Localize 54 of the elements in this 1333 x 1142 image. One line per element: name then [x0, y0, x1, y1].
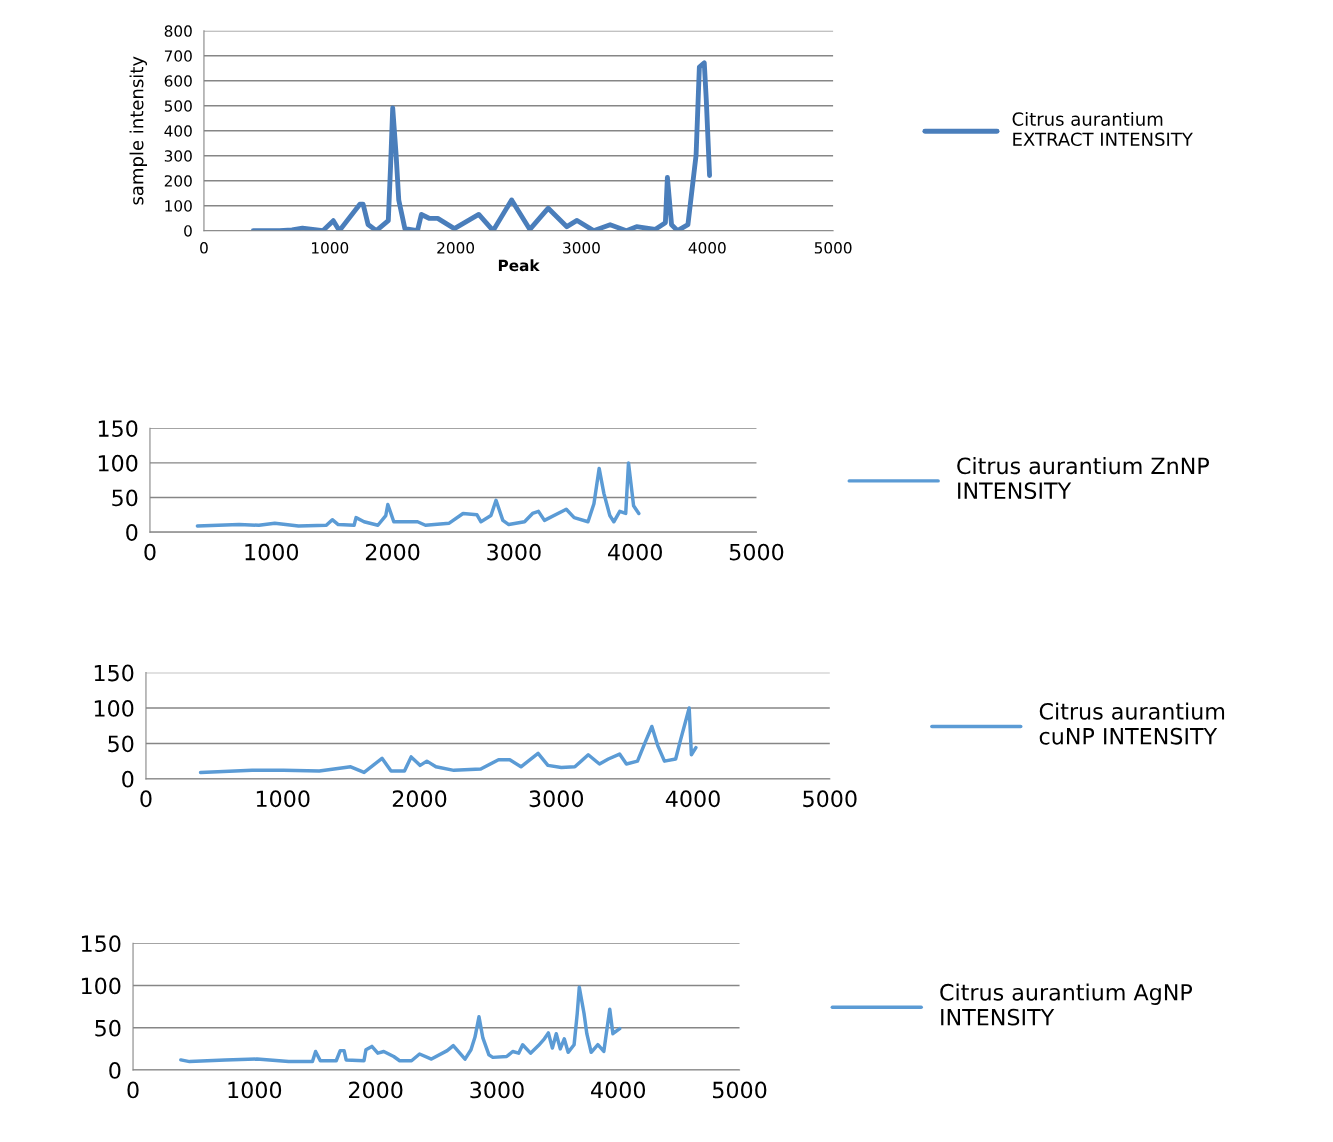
y-tick-label: 50	[108, 735, 134, 753]
y-tick-label: 200	[164, 175, 192, 187]
x-tick-label: 4000	[665, 790, 720, 808]
x-tick-label: 3000	[470, 1081, 524, 1099]
x-tick-label: 1000	[245, 543, 299, 561]
legend-label: Citrus aurantium cuNP INTENSITY	[1039, 702, 1225, 745]
y-tick-label: 150	[98, 420, 138, 438]
x-tick-label: 2000	[348, 1081, 403, 1099]
y-tick-label: 50	[95, 1019, 121, 1037]
x-tick-label: 2000	[437, 242, 475, 254]
x-tick-label: 1000	[256, 790, 310, 808]
x-tick-label: 4000	[591, 1081, 646, 1099]
x-tick-label: 5000	[814, 242, 852, 254]
x-tick-label: 0	[140, 790, 152, 808]
x-tick-label: 2000	[365, 543, 420, 561]
y-tick-label: 700	[164, 50, 192, 62]
y-tick-label: 800	[164, 25, 192, 37]
y-axis-title: sample intensity	[129, 56, 148, 205]
y-tick-label: 100	[94, 699, 134, 717]
legend-label: Citrus aurantium EXTRACT INTENSITY	[1012, 111, 1193, 147]
y-tick-label: 150	[94, 664, 134, 682]
line-series	[195, 461, 641, 528]
x-tick-label: 1000	[312, 242, 349, 254]
y-tick-label: 100	[98, 454, 138, 472]
y-tick-label: 100	[165, 200, 192, 212]
y-tick-label: 500	[164, 100, 192, 112]
y-tick-label: 300	[164, 150, 192, 162]
y-tick-label: 50	[112, 489, 138, 507]
x-tick-label: 1000	[228, 1081, 282, 1099]
y-tick-label: 100	[81, 977, 121, 995]
x-tick-label: 0	[200, 242, 208, 254]
x-tick-label: 3000	[563, 242, 600, 254]
x-tick-label: 5000	[803, 790, 857, 808]
y-tick-label: 0	[109, 1062, 121, 1079]
x-axis-title: Peak	[498, 259, 540, 272]
line-series	[179, 985, 622, 1064]
x-tick-label: 0	[144, 543, 156, 561]
x-tick-label: 2000	[392, 790, 447, 808]
y-tick-label: 0	[184, 225, 192, 237]
y-tick-label: 600	[164, 75, 192, 87]
x-tick-label: 4000	[607, 543, 662, 561]
x-tick-label: 4000	[688, 242, 726, 254]
x-tick-label: 5000	[729, 543, 784, 561]
y-tick-label: 0	[122, 770, 134, 788]
line-series	[250, 60, 712, 231]
x-tick-label: 3000	[487, 543, 541, 561]
x-tick-label: 3000	[529, 790, 584, 808]
legend-label: Citrus aurantium ZnNP INTENSITY	[957, 457, 1209, 500]
y-tick-label: 0	[126, 524, 138, 541]
y-tick-label: 150	[81, 935, 121, 953]
line-series	[198, 706, 698, 775]
legend-label: Citrus aurantium AgNP INTENSITY	[940, 983, 1193, 1026]
x-tick-label: 5000	[712, 1081, 767, 1099]
y-tick-label: 400	[164, 125, 192, 137]
